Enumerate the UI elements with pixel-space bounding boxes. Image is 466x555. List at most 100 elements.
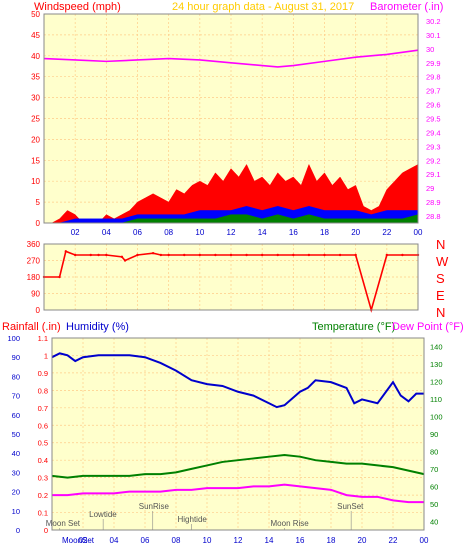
compass-labels: N W S E N (436, 237, 449, 320)
wind-y-tick: 45 (31, 31, 40, 40)
temperature-tick: 140 (430, 343, 443, 352)
humidity-x-tick: 16 (296, 536, 305, 545)
rainfall-tick: 0.1 (38, 509, 48, 518)
annotation-label: Moon Set (46, 519, 81, 528)
direction-tick: 180 (27, 273, 41, 282)
direction-point (97, 253, 100, 257)
wind-x-tick: 16 (289, 228, 298, 237)
barometer-tick: 29 (426, 184, 434, 193)
humidity-x-tick: 02 (79, 536, 88, 545)
wind-x-tick: 00 (414, 228, 423, 237)
annotations: Lowtide SunRise Hightide Moon Set Moon Rise S… (46, 502, 364, 545)
temperature-tick: 60 (430, 482, 438, 491)
annotation-label: MoonSet (62, 536, 95, 545)
wind-y-tick: 10 (31, 177, 40, 186)
temperature-axis: 40 50 60 70 80 90 100 110 120 130 140 (430, 343, 443, 527)
compass-w: W (436, 254, 449, 269)
direction-tick: 270 (27, 257, 41, 266)
wind-x-tick: 06 (133, 228, 142, 237)
direction-point (120, 255, 124, 259)
direction-point (123, 259, 127, 262)
humidity-x-tick: 08 (172, 536, 181, 545)
compass-n-bottom: N (436, 305, 445, 320)
rainfall-tick: 0.4 (38, 456, 48, 465)
direction-point (151, 251, 155, 255)
barometer-tick: 29.1 (426, 170, 441, 179)
wind-y-tick: 50 (31, 10, 40, 19)
humidity-x-tick: 00 (420, 536, 429, 545)
wind-x-tick: 18 (320, 228, 329, 237)
humidity-tick: 40 (12, 449, 20, 458)
direction-point (198, 253, 202, 257)
chart-title: 24 hour graph data - August 31, 2017 (172, 1, 354, 13)
windspeed-label: Windspeed (mph) (34, 1, 121, 13)
humidity-x-tick: 04 (110, 536, 119, 545)
direction-point (323, 253, 326, 257)
rainfall-tick: 0.2 (38, 491, 48, 500)
wind-x-tick: 02 (71, 228, 80, 237)
barometer-tick: 29.3 (426, 142, 441, 151)
wind-x-tick: 22 (382, 228, 391, 237)
humidity-x-tick: 22 (389, 536, 398, 545)
series-barometer (43, 49, 419, 68)
humidity-tick: 50 (12, 430, 20, 439)
annotation-label: Hightide (178, 515, 208, 524)
wind-y-tick: 15 (31, 156, 40, 165)
series-temperature (51, 453, 425, 479)
rainfall-tick: 0.8 (38, 386, 48, 395)
wind-y-tick: 30 (31, 94, 40, 103)
wind-y-tick: 40 (31, 52, 40, 61)
dewpoint-label: Dew Point (°F) (392, 321, 464, 333)
barometer-tick: 30.2 (426, 17, 441, 26)
direction-point (401, 253, 404, 257)
wind-x-tick: 20 (351, 228, 360, 237)
barometer-tick: 29.9 (426, 59, 441, 68)
annotation-label: SunSet (337, 502, 364, 511)
wind-left-axis: 0 5 10 15 20 25 30 35 40 45 50 (31, 10, 40, 228)
direction-point (385, 253, 389, 257)
humidity-tick: 20 (12, 488, 20, 497)
direction-point (245, 253, 248, 257)
direction-point (73, 253, 77, 257)
series-humidity (51, 352, 424, 409)
humidity-x-tick: 18 (327, 536, 336, 545)
rainfall-tick: 1.1 (38, 334, 48, 343)
annotation-label: Moon Rise (271, 519, 310, 528)
wind-grid (44, 13, 419, 224)
direction-tick: 360 (27, 240, 41, 249)
wind-y-tick: 35 (31, 73, 40, 82)
humidity-tick: 0 (16, 526, 20, 535)
direction-point (214, 253, 217, 257)
direction-point (105, 253, 108, 257)
direction-point (338, 253, 342, 257)
wind-y-tick: 20 (31, 135, 40, 144)
compass-s: S (436, 271, 445, 286)
barometer-label: Barometer (.in) (370, 1, 443, 13)
wind-x-axis: 02 04 06 08 10 12 14 16 18 20 22 00 (71, 228, 423, 237)
humidity-tick: 60 (12, 411, 20, 420)
barometer-tick: 29.8 (426, 73, 441, 82)
series-dewpoint (52, 483, 424, 504)
humidity-tick: 10 (12, 507, 20, 516)
temperature-tick: 90 (430, 430, 438, 439)
humidity-x-tick: 06 (141, 536, 150, 545)
humidity-axis: 0 10 20 30 40 50 60 70 80 90 100 (7, 334, 20, 535)
barometer-tick: 29.7 (426, 87, 441, 96)
wind-y-tick: 5 (36, 198, 41, 207)
temperature-tick: 110 (430, 395, 442, 404)
direction-point (167, 253, 170, 257)
humidity-series (51, 352, 425, 504)
barometer-tick: 30.1 (426, 31, 441, 40)
rainfall-tick: 0.6 (38, 421, 48, 430)
wind-y-tick: 0 (36, 219, 41, 228)
humidity-x-tick: 20 (358, 536, 367, 545)
barometer-tick: 29.5 (426, 115, 441, 124)
humidity-tick: 90 (12, 353, 20, 362)
humidity-tick: 30 (12, 468, 20, 477)
compass-e: E (436, 288, 445, 303)
rainfall-tick: 1 (44, 351, 48, 360)
temperature-tick: 120 (430, 378, 443, 387)
temperature-tick: 130 (430, 360, 443, 369)
barometer-tick: 28.8 (426, 212, 441, 221)
